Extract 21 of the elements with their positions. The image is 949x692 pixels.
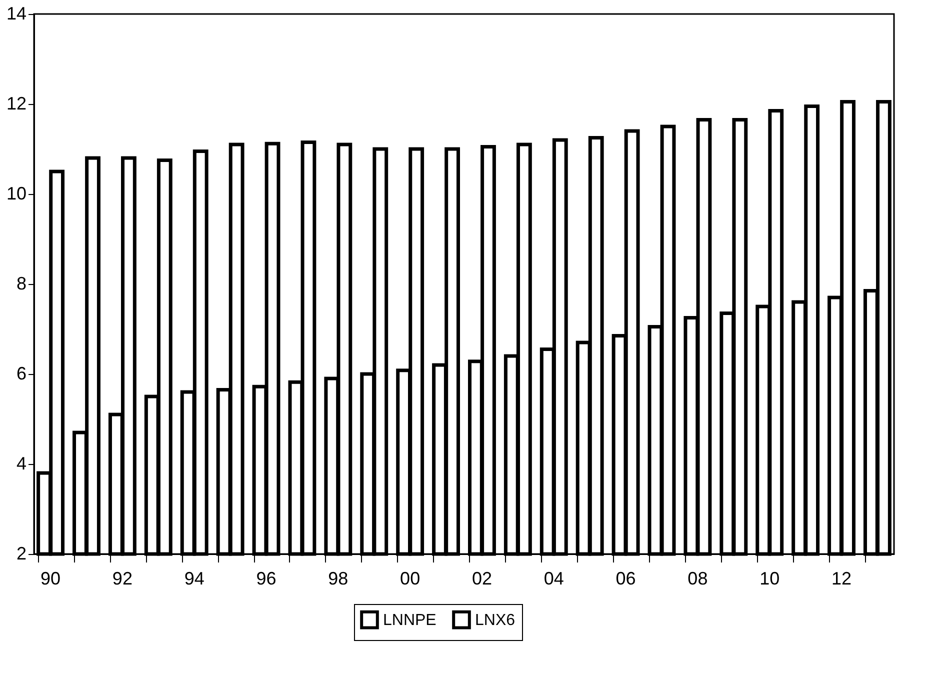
x-tick-label: 90 <box>40 568 61 588</box>
y-tick-label: 4 <box>16 454 26 474</box>
x-tick-label: 00 <box>400 568 420 588</box>
y-tick-label: 6 <box>16 364 26 384</box>
x-tick-label: 08 <box>688 568 708 588</box>
legend-label: LNNPE <box>383 612 436 629</box>
x-tick-label: 96 <box>256 568 276 588</box>
x-tick-label: 04 <box>544 568 564 588</box>
y-tick-label: 10 <box>6 184 26 204</box>
x-tick-label: 98 <box>328 568 348 588</box>
y-tick-label: 12 <box>6 94 26 114</box>
x-tick-label: 10 <box>760 568 780 588</box>
legend-label: LNX6 <box>475 612 516 629</box>
x-tick-label: 06 <box>616 568 636 588</box>
x-tick-label: 02 <box>472 568 492 588</box>
x-tick-label: 92 <box>112 568 132 588</box>
x-tick-label: 12 <box>831 568 852 588</box>
y-tick-label: 14 <box>6 4 26 24</box>
y-tick-label: 8 <box>16 274 26 294</box>
y-tick-label: 2 <box>16 544 26 564</box>
x-tick-label: 94 <box>184 568 204 588</box>
